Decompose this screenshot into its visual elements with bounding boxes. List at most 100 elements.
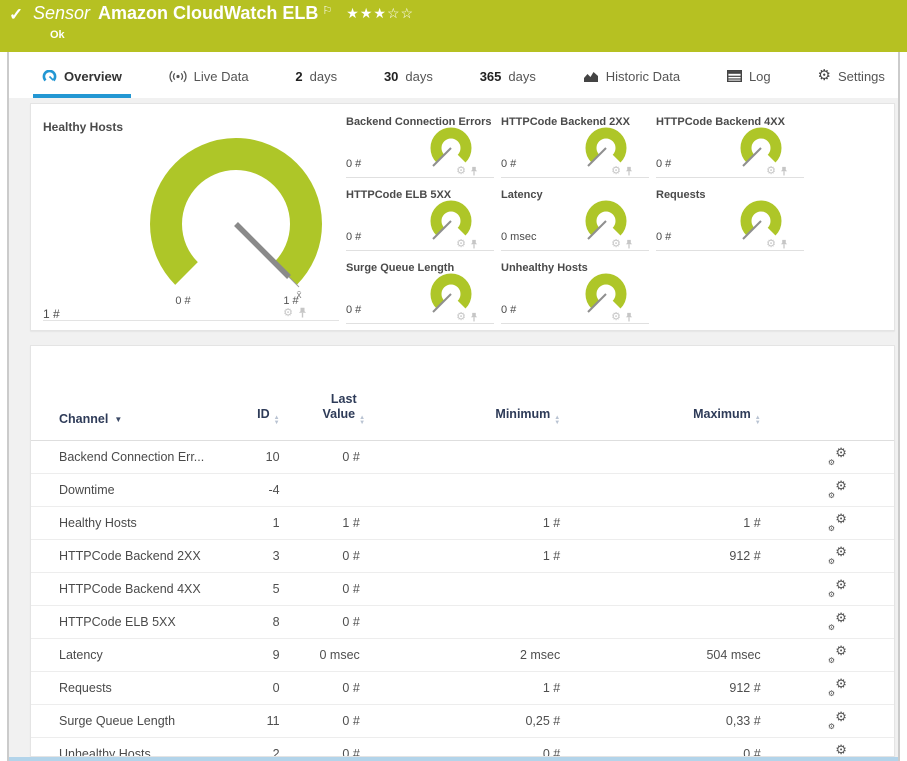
gauge-pin-icon[interactable] [625,166,633,176]
gauge-settings-gear-icon[interactable]: ⚙ [456,311,466,323]
column-id[interactable]: ID ▲ ▼ [221,346,280,441]
sort-icon: ▲ ▼ [554,415,561,426]
channel-settings-gears-icon[interactable]: ⚙⚙ [827,510,847,533]
channel-row-surge-queue-length[interactable]: Surge Queue Length 11 0 # 0,25 # 0,33 # … [31,704,894,738]
channel-settings-gears-icon[interactable]: ⚙⚙ [827,576,847,599]
gauge-tile-unhealthy-hosts[interactable]: Unhealthy Hosts 0 # ⚙ [501,258,649,324]
star-filled-icon[interactable]: ★ [373,5,387,21]
gauge-scale-min: 0 # [175,295,191,307]
gauge-settings-gear-icon[interactable]: ⚙ [283,306,293,319]
gauge-pin-icon[interactable] [780,239,788,249]
star-filled-icon[interactable]: ★ [346,5,360,21]
tab-label: Settings [837,68,885,84]
tab-settings[interactable]: ⚙ Settings [808,52,893,98]
gauge-pin-icon[interactable] [298,307,307,318]
tab-label: days [405,68,433,84]
small-gauge [585,127,627,167]
column-channel[interactable]: Channel ▼ [31,346,222,441]
channel-row-latency[interactable]: Latency 9 0 msec 2 msec 504 msec ⚙ ⚙ [31,638,894,672]
tab-number: 30 [383,68,399,84]
channel-row-httpcode-backend-4xx[interactable]: HTTPCode Backend 4XX 5 0 # ⚙ ⚙ [31,572,894,606]
gauge-title: HTTPCode Backend 2XX [501,116,630,128]
priority-stars[interactable]: ★★★☆☆ [346,5,414,22]
gauge-settings-gear-icon[interactable]: ⚙ [611,165,621,177]
cell-minimum: 1 # [379,539,581,573]
gauge-tile-requests[interactable]: Requests 0 # ⚙ [656,185,804,251]
channel-row-httpcode-backend-2xx[interactable]: HTTPCode Backend 2XX 3 0 # 1 # 912 # ⚙ ⚙ [31,539,894,573]
gauge-tile-latency[interactable]: Latency 0 msec ⚙ [501,185,649,251]
gauge-settings-gear-icon[interactable]: ⚙ [456,238,466,250]
cell-last-value: 0 # [279,737,380,756]
gauge-tile-httpcode-backend-2xx[interactable]: HTTPCode Backend 2XX 0 # ⚙ [501,112,649,178]
column-settings [780,346,894,441]
sensor-title: Amazon CloudWatch ELB [98,3,319,23]
small-gauge [430,127,472,167]
tab-2-days[interactable]: 2 days [286,52,346,98]
channel-row-httpcode-elb-5xx[interactable]: HTTPCode ELB 5XX 8 0 # ⚙ ⚙ [31,605,894,639]
cell-minimum: 0 # [379,737,581,756]
channel-row-downtime[interactable]: Downtime -4 ⚙ ⚙ [31,473,894,507]
gauge-settings-gear-icon[interactable]: ⚙ [456,165,466,177]
gauge-tile-backend-connection-errors[interactable]: Backend Connection Errors 0 # ⚙ [346,112,494,178]
channel-settings-gears-icon[interactable]: ⚙⚙ [827,444,847,467]
gauge-tile-surge-queue-length[interactable]: Surge Queue Length 0 # ⚙ [346,258,494,324]
channel-row-healthy-hosts[interactable]: Healthy Hosts 1 1 # 1 # 1 # ⚙ ⚙ [31,506,894,540]
small-gauge [740,127,782,167]
star-empty-icon[interactable]: ☆ [386,5,401,21]
channel-settings-gears-icon[interactable]: ⚙⚙ [828,741,847,757]
primary-gauge: x̄ [150,138,322,301]
channel-row-unhealthy-hosts[interactable]: Unhealthy Hosts 2 0 # 0 # 0 # ⚙⚙ [31,737,894,757]
flag-icon[interactable]: ⚐ [322,5,333,17]
cell-id: 0 [221,671,280,705]
cell-id: 2 [221,737,280,756]
gauge-pin-icon[interactable] [470,166,478,176]
channel-settings-gears-icon[interactable]: ⚙⚙ [827,708,847,731]
cell-last-value: 0 msec [279,638,380,672]
bottom-scrollbar[interactable] [9,757,898,761]
channel-settings-gears-icon[interactable]: ⚙⚙ [827,642,847,665]
cell-minimum: 2 msec [379,638,581,672]
column-last-value[interactable]: Last Value ▲ ▼ [279,346,380,441]
tab-365-days[interactable]: 365 days [471,52,545,98]
column-minimum[interactable]: Minimum ▲ ▼ [379,346,581,441]
star-filled-icon[interactable]: ★ [359,5,374,21]
gauge-settings-gear-icon[interactable]: ⚙ [611,238,621,250]
channel-settings-gears-icon[interactable]: ⚙⚙ [827,675,847,698]
cell-maximum: 504 msec [580,638,781,672]
gauge-settings-gear-icon[interactable]: ⚙ [766,165,776,177]
channel-row-backend-connection-err[interactable]: Backend Connection Err... 10 0 # ⚙ ⚙ [31,440,894,474]
gauge-settings-gear-icon[interactable]: ⚙ [766,238,776,250]
tab-30-days[interactable]: 30 days [375,52,442,98]
gauge-value: 0 msec [501,231,537,243]
tab-label: days [309,68,338,84]
channel-settings-gears-icon[interactable]: ⚙⚙ [827,609,847,632]
tab-historic-data[interactable]: Historic Data [574,52,689,98]
gauge-pin-icon[interactable] [470,239,478,249]
channel-row-requests[interactable]: Requests 0 0 # 1 # 912 # ⚙ ⚙ [31,671,894,705]
gauge-settings-gear-icon[interactable]: ⚙ [611,311,621,323]
tab-overview[interactable]: Overview [33,52,131,98]
average-marker: x̄ [297,290,302,301]
cell-minimum: 0,25 # [379,704,581,738]
gauge-tile-httpcode-backend-4xx[interactable]: HTTPCode Backend 4XX 0 # ⚙ [656,112,804,178]
tab-log[interactable]: Log [718,52,780,98]
channel-settings-gears-icon[interactable]: ⚙⚙ [827,543,847,566]
tab-live-data[interactable]: Live Data [160,52,258,98]
gauge-tile-httpcode-elb-5xx[interactable]: HTTPCode ELB 5XX 0 # ⚙ [346,185,494,251]
gauge-pin-icon[interactable] [625,312,633,322]
cell-channel: Requests [31,671,222,705]
star-empty-icon[interactable]: ☆ [400,5,415,21]
cell-last-value: 0 # [279,704,380,738]
channel-settings-gears-icon[interactable]: ⚙⚙ [827,477,847,500]
cell-channel: Downtime [31,473,222,507]
gauge-scale-max: 1 # [283,295,299,307]
sensor-header: ✓ Sensor Amazon CloudWatch ELB ⚐ ★★★☆☆ O… [0,0,907,52]
channels-panel: Channel ▼ ID ▲ ▼ Last Value ▲ ▼ Minimum ▲ ▼ Max… [30,345,895,757]
column-maximum[interactable]: Maximum ▲ ▼ [580,346,781,441]
gauge-pin-icon[interactable] [625,239,633,249]
sort-icon: ▲ ▼ [754,415,761,426]
gauge-tile-healthy-hosts[interactable]: Healthy Hosts x̄ 0 # 1 # 1 # ⚙ [43,114,339,321]
gauge-pin-icon[interactable] [780,166,788,176]
gauge-pin-icon[interactable] [470,312,478,322]
gauge-title: Surge Queue Length [346,262,455,274]
